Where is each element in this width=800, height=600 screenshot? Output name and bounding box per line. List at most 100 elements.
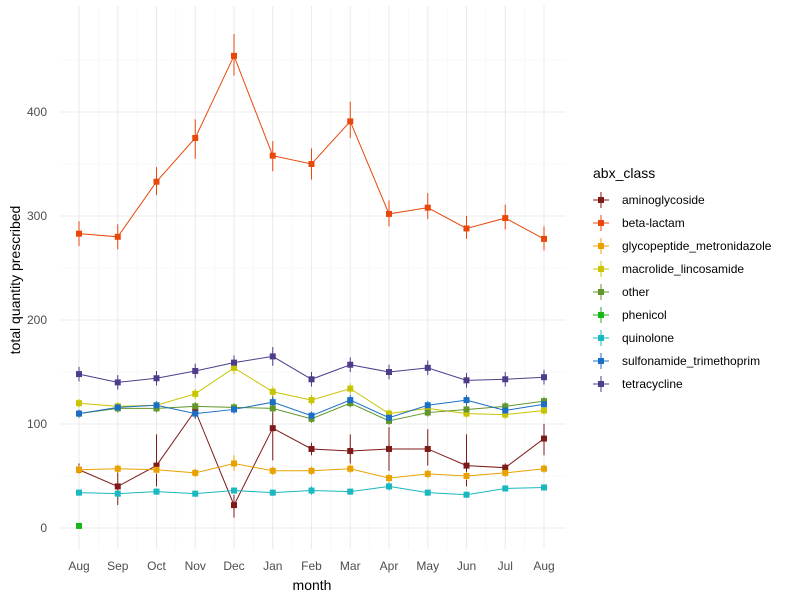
point-tetracycline xyxy=(463,377,470,384)
legend-key-point xyxy=(598,266,604,272)
y-axis-title: total quantity prescribed xyxy=(7,206,23,355)
x-tick-label: Dec xyxy=(223,559,244,573)
point-sulfonamide-trimethoprim xyxy=(347,397,354,404)
point-macrolide-lincosamide xyxy=(541,407,547,414)
x-tick-label: Sep xyxy=(107,559,129,573)
point-quinolone xyxy=(502,485,509,492)
legend-item-tetracycline: tetracycline xyxy=(593,376,683,392)
y-tick-label: 300 xyxy=(27,209,47,223)
point-aminoglycoside xyxy=(308,445,315,452)
point-quinolone xyxy=(231,487,237,494)
y-tick-label: 400 xyxy=(27,105,47,119)
point-sulfonamide-trimethoprim xyxy=(76,410,82,417)
point-beta-lactam xyxy=(347,118,354,125)
grid xyxy=(60,6,566,549)
point-sulfonamide-trimethoprim xyxy=(541,401,547,408)
point-tetracycline xyxy=(424,364,431,371)
data-points xyxy=(76,52,547,529)
point-macrolide-lincosamide xyxy=(269,388,276,395)
point-glycopeptide-metronidazole xyxy=(463,473,470,479)
point-macrolide-lincosamide xyxy=(386,410,392,417)
legend-key-point xyxy=(598,243,604,249)
point-beta-lactam xyxy=(114,233,121,240)
point-sulfonamide-trimethoprim xyxy=(424,402,431,409)
point-other xyxy=(386,417,392,424)
point-glycopeptide-metronidazole xyxy=(502,469,509,476)
point-glycopeptide-metronidazole xyxy=(153,466,160,473)
point-macrolide-lincosamide xyxy=(502,411,509,418)
legend-key-point xyxy=(598,220,604,226)
x-tick-label: Mar xyxy=(340,559,361,573)
x-tick-label: Feb xyxy=(301,559,322,573)
point-quinolone xyxy=(347,488,354,495)
point-sulfonamide-trimethoprim xyxy=(153,402,160,409)
point-sulfonamide-trimethoprim xyxy=(269,399,276,406)
y-tick-label: 100 xyxy=(27,417,47,431)
point-aminoglycoside xyxy=(386,445,392,452)
legend-label: beta-lactam xyxy=(622,216,685,230)
point-aminoglycoside xyxy=(347,448,354,455)
x-tick-label: Jan xyxy=(263,559,282,573)
point-macrolide-lincosamide xyxy=(231,364,237,371)
point-beta-lactam xyxy=(386,210,392,217)
point-glycopeptide-metronidazole xyxy=(231,460,237,467)
point-beta-lactam xyxy=(192,135,199,141)
point-glycopeptide-metronidazole xyxy=(347,465,354,472)
point-aminoglycoside xyxy=(269,425,276,432)
legend-label: glycopeptide_metronidazole xyxy=(622,239,772,253)
x-tick-label: Apr xyxy=(380,559,399,573)
point-beta-lactam xyxy=(231,52,237,59)
x-tick-label: Jun xyxy=(457,559,476,573)
point-aminoglycoside xyxy=(502,464,509,471)
point-quinolone xyxy=(424,489,431,496)
legend-key-point xyxy=(598,381,604,387)
legend-key-point xyxy=(598,335,604,341)
point-quinolone xyxy=(269,489,276,496)
point-other xyxy=(541,398,547,405)
point-sulfonamide-trimethoprim xyxy=(386,414,392,421)
point-glycopeptide-metronidazole xyxy=(541,465,547,472)
legend-title: abx_class xyxy=(593,165,655,181)
point-beta-lactam xyxy=(153,178,160,185)
point-sulfonamide-trimethoprim xyxy=(502,407,509,414)
point-beta-lactam xyxy=(502,215,509,222)
legend-item-phenicol: phenicol xyxy=(593,307,667,323)
point-tetracycline xyxy=(114,379,121,386)
legend-key-point xyxy=(598,289,604,295)
point-quinolone xyxy=(114,490,121,497)
point-tetracycline xyxy=(347,361,354,368)
point-aminoglycoside xyxy=(541,435,547,442)
legend-key-point xyxy=(598,197,604,203)
point-quinolone xyxy=(192,490,199,497)
point-glycopeptide-metronidazole xyxy=(192,469,199,476)
legend-item-aminoglycoside: aminoglycoside xyxy=(593,192,705,208)
legend-label: aminoglycoside xyxy=(622,193,705,207)
point-aminoglycoside xyxy=(463,462,470,469)
point-sulfonamide-trimethoprim xyxy=(114,404,121,411)
point-tetracycline xyxy=(541,374,547,381)
x-tick-label: Nov xyxy=(185,559,206,573)
point-other xyxy=(424,409,431,416)
point-tetracycline xyxy=(269,353,276,360)
point-glycopeptide-metronidazole xyxy=(308,467,315,474)
point-macrolide-lincosamide xyxy=(347,385,354,392)
point-macrolide-lincosamide xyxy=(463,410,470,417)
point-sulfonamide-trimethoprim xyxy=(192,410,199,417)
legend-item-sulfonamide-trimethoprim: sulfonamide_trimethoprim xyxy=(593,353,760,369)
point-tetracycline xyxy=(502,376,509,383)
point-beta-lactam xyxy=(269,152,276,159)
point-phenicol xyxy=(76,522,82,529)
point-glycopeptide-metronidazole xyxy=(269,467,276,474)
y-tick-label: 200 xyxy=(27,313,47,327)
point-tetracycline xyxy=(192,367,199,374)
x-axis-title: month xyxy=(293,577,332,593)
point-tetracycline xyxy=(231,359,237,366)
point-sulfonamide-trimethoprim xyxy=(308,412,315,419)
point-aminoglycoside xyxy=(192,407,199,414)
legend: aminoglycoside beta-lactam glycopeptide_me… xyxy=(593,192,772,392)
point-other xyxy=(502,403,509,410)
point-aminoglycoside xyxy=(153,462,160,469)
legend-item-quinolone: quinolone xyxy=(593,330,674,346)
point-beta-lactam xyxy=(463,225,470,232)
